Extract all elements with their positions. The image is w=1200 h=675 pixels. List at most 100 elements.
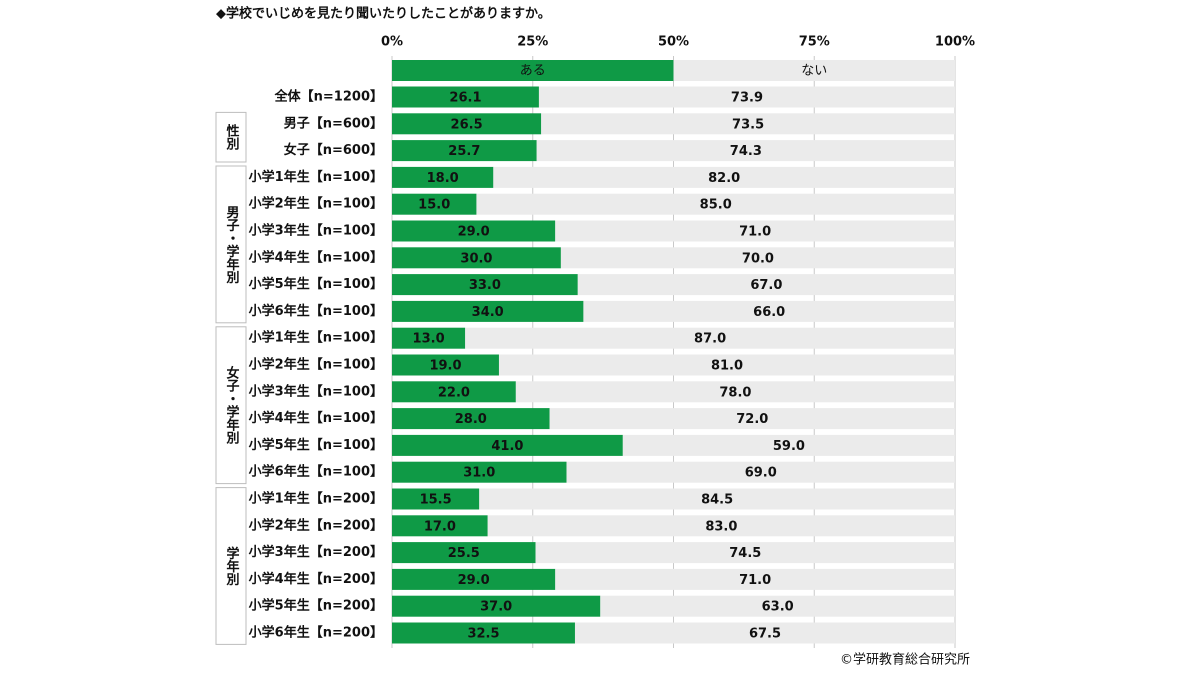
value-label: 37.0 [480,600,512,615]
value-label: 69.0 [745,466,777,481]
source: ©学研教育総合研究所 [840,652,970,668]
bar-segment [498,354,955,376]
category-label: 小学3年生【n=200】 [249,544,383,560]
value-label: 87.0 [694,332,726,347]
value-label: 26.1 [449,91,481,106]
bar-segment [479,488,955,510]
bar-segment [392,247,561,269]
bar-segment [392,327,466,349]
category-label: 小学1年生【n=200】 [249,491,383,507]
bar-segment [392,354,499,376]
category-label: 全体【n=1200】 [274,89,383,105]
group-box [215,487,247,645]
value-label: 34.0 [472,305,504,320]
value-label: 31.0 [463,466,495,481]
x-tick-label: 25% [517,35,548,50]
value-label: 73.9 [731,91,763,106]
legend-swatch [392,60,674,81]
value-label: 41.0 [491,439,523,454]
bar-segment [566,461,955,483]
legend-label: ない [801,64,827,79]
value-label: 81.0 [711,359,743,374]
bar-segment [538,86,955,108]
value-label: 26.5 [451,117,483,132]
group-label: 性別 [224,124,241,152]
chart-title: ◆学校でいじめを見たり聞いたりしたことがありますか。 [216,6,551,22]
bar-segment [392,274,578,296]
category-label: 小学1年生【n=100】 [249,169,383,185]
category-label: 小学4年生【n=100】 [249,249,383,265]
bar-segment [392,220,556,242]
x-tick-label: 50% [658,35,689,50]
category-label: 小学1年生【n=100】 [249,330,383,346]
bar-segment [555,568,955,590]
bar-segment [392,300,584,322]
group-label: 男子・学年別 [224,205,241,284]
value-label: 83.0 [705,519,737,534]
category-label: 小学2年生【n=200】 [249,517,383,533]
category-label: 小学3年生【n=100】 [249,383,383,399]
value-label: 70.0 [742,251,774,266]
value-label: 63.0 [762,600,794,615]
bar-segment [392,113,542,135]
value-label: 72.0 [736,412,768,427]
value-label: 78.0 [719,385,751,400]
bar-segment [555,220,955,242]
value-label: 30.0 [460,251,492,266]
category-label: 女子【n=600】 [284,142,383,158]
category-label: 男子【n=600】 [284,115,383,131]
bar-segment [476,193,955,215]
category-label: 小学4年生【n=200】 [249,571,383,587]
bar-segment [560,247,955,269]
bar-segment [392,542,536,564]
group-label: 学年別 [224,546,241,587]
category-label: 小学5年生【n=100】 [249,276,383,292]
value-label: 17.0 [424,519,456,534]
value-label: 73.5 [732,117,764,132]
value-label: 29.0 [458,573,490,588]
bar-segment [465,327,955,349]
bar-segment [622,434,955,456]
bar-segment [392,622,575,644]
value-label: 84.5 [701,493,733,508]
bar-segment [487,515,955,537]
x-tick-label: 75% [799,35,830,50]
x-tick-label: 0% [381,35,403,50]
bar-segment [577,274,955,296]
bar-segment [392,515,488,537]
category-label: 小学3年生【n=100】 [249,223,383,239]
value-label: 18.0 [427,171,459,186]
value-label: 32.5 [467,627,499,642]
value-label: 67.0 [750,278,782,293]
value-label: 74.5 [729,546,761,561]
category-label: 小学6年生【n=100】 [249,303,383,319]
value-label: 67.5 [749,627,781,642]
value-label: 15.5 [420,493,452,508]
value-label: 71.0 [739,225,771,240]
bar-segment [392,408,550,430]
x-tick-label: 100% [935,35,975,50]
bar-segment [536,140,955,162]
bar-segment [392,140,537,162]
value-label: 25.7 [448,144,480,159]
value-label: 33.0 [469,278,501,293]
bar-segment [392,568,556,590]
value-label: 29.0 [458,225,490,240]
category-label: 小学4年生【n=100】 [249,410,383,426]
bar-segment [392,381,516,403]
bar-segment [392,461,567,483]
legend-swatch [673,60,955,81]
bar-segment [493,166,955,188]
value-label: 59.0 [773,439,805,454]
category-label: 小学6年生【n=100】 [249,464,383,480]
bar-segment [392,595,601,617]
value-label: 71.0 [739,573,771,588]
value-label: 85.0 [700,198,732,213]
legend-label: ある [520,64,546,79]
value-label: 74.3 [730,144,762,159]
category-label: 小学5年生【n=100】 [249,437,383,453]
category-label: 小学2年生【n=100】 [249,357,383,373]
category-label: 小学6年生【n=200】 [249,625,383,641]
bar-segment [600,595,955,617]
